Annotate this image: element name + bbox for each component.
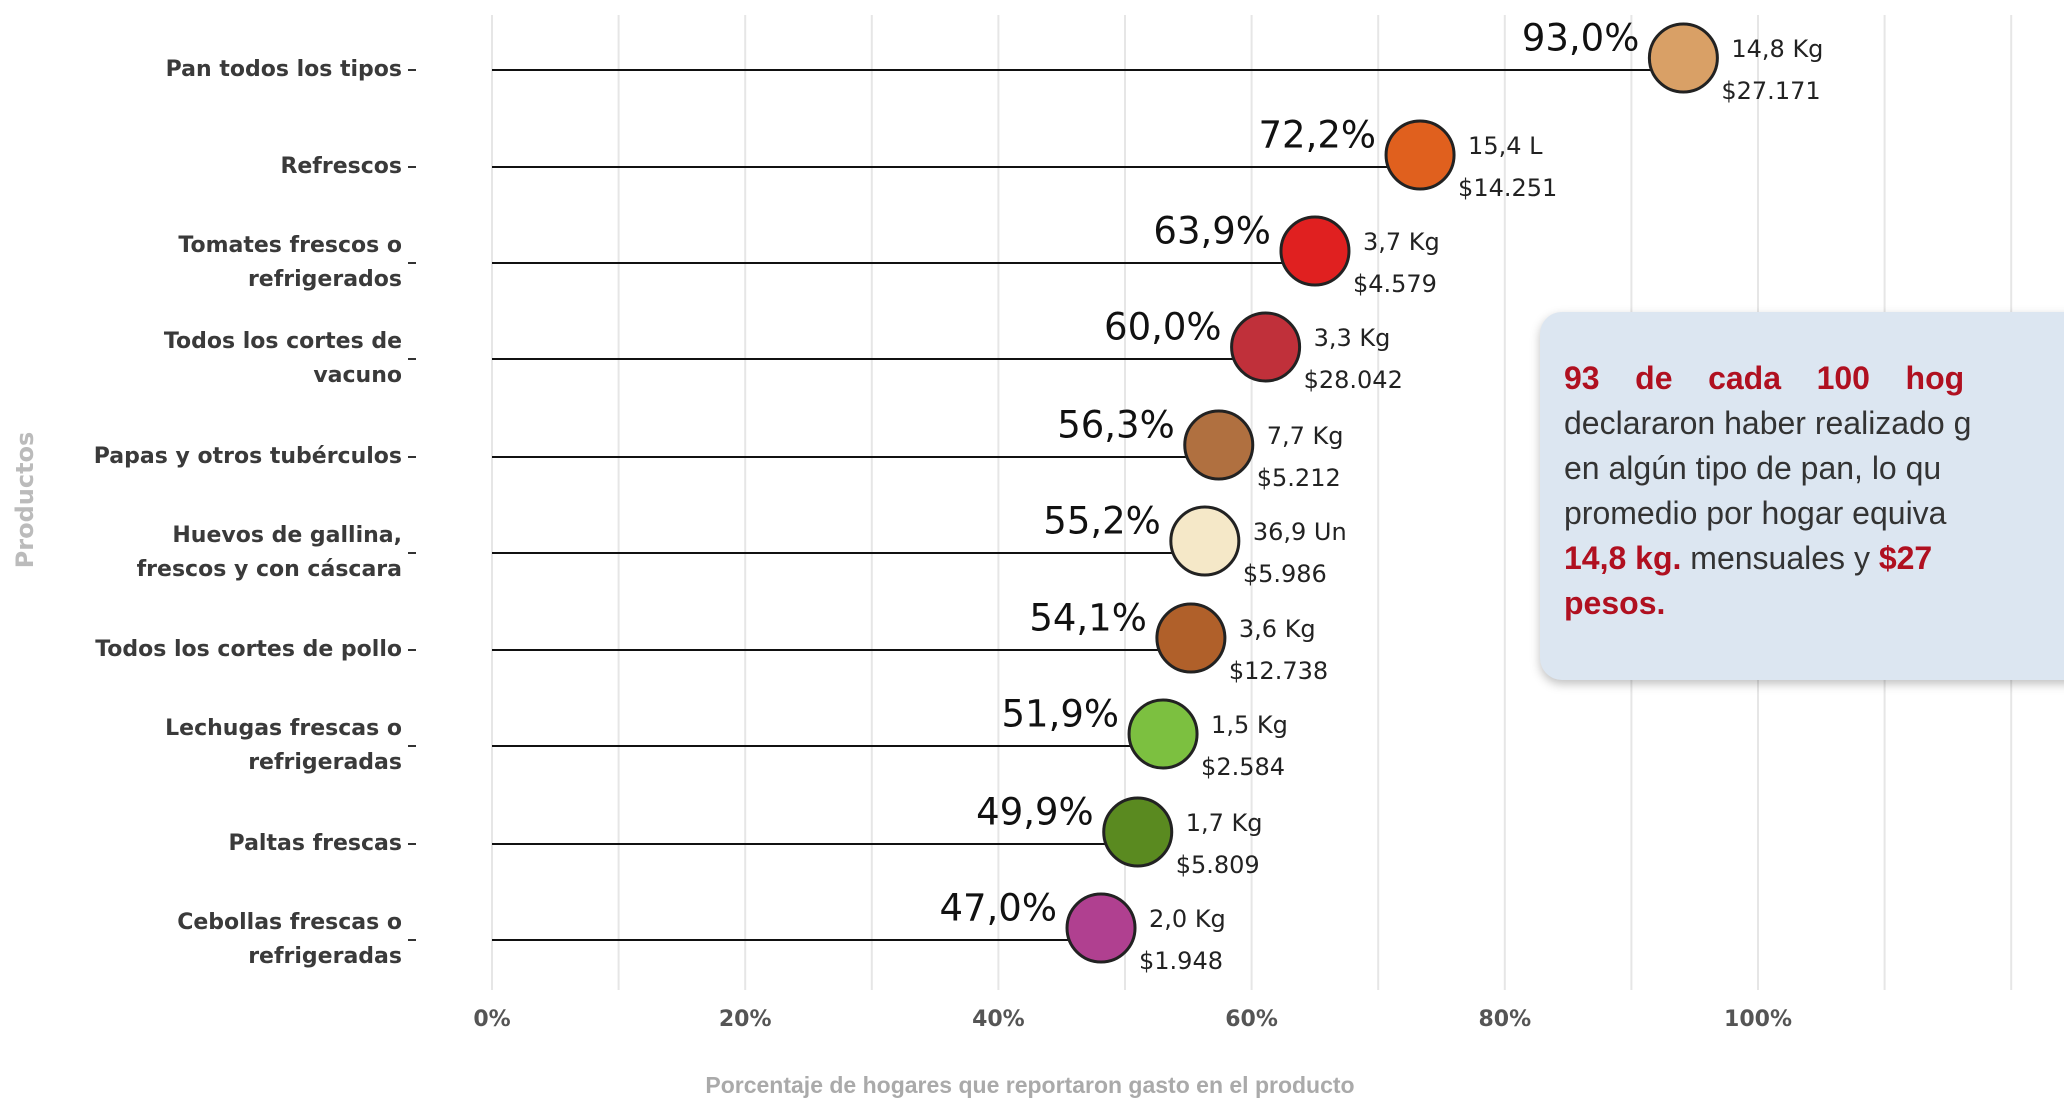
x-tick-label: 0%	[473, 1007, 510, 1032]
food-icon	[1067, 894, 1135, 962]
quantity-label: 15,4 L	[1468, 132, 1543, 160]
quantity-label: 3,6 Kg	[1239, 615, 1316, 643]
percent-label: 60,0%	[1104, 306, 1222, 349]
spend-label: $2.584	[1201, 753, 1285, 781]
category-label: Refrescos	[280, 154, 402, 179]
category-label: Pan todos los tipos	[166, 57, 402, 82]
spend-label: $27.171	[1721, 77, 1820, 105]
food-icon	[1649, 24, 1717, 92]
category-label: Huevos de gallina,	[172, 523, 402, 548]
callout-text: $27	[1879, 540, 1932, 576]
x-tick-label: 20%	[719, 1007, 772, 1032]
callout-line: 93 de cada 100 hog	[1564, 356, 2064, 401]
category-label: frescos y con cáscara	[137, 557, 402, 582]
category-label: Papas y otros tubérculos	[94, 444, 402, 469]
page: {"chart_data": {"type": "lollipop", "y_l…	[0, 0, 2064, 1099]
quantity-label: 2,0 Kg	[1149, 905, 1226, 933]
category-label: Lechugas frescas o	[165, 716, 402, 741]
callout-line: en algún tipo de pan, lo qu	[1564, 446, 2064, 491]
category-label: refrigeradas	[248, 750, 402, 775]
food-icon	[1157, 604, 1225, 672]
spend-label: $14.251	[1458, 174, 1557, 202]
callout-line: promedio por hogar equiva	[1564, 491, 2064, 536]
quantity-label: 1,7 Kg	[1186, 809, 1263, 837]
spend-label: $4.579	[1353, 270, 1437, 298]
quantity-label: 3,3 Kg	[1314, 324, 1391, 352]
percent-label: 47,0%	[939, 887, 1057, 930]
spend-label: $1.948	[1139, 947, 1223, 975]
quantity-label: 14,8 Kg	[1731, 35, 1823, 63]
spend-label: $12.738	[1229, 657, 1328, 685]
food-icon	[1185, 411, 1253, 479]
percent-label: 55,2%	[1043, 500, 1161, 543]
quantity-label: 3,7 Kg	[1363, 228, 1440, 256]
percent-label: 72,2%	[1259, 114, 1377, 157]
y-axis-title: Productos	[11, 432, 39, 569]
callout-text: declararon haber realizado g	[1564, 405, 1971, 441]
x-tick-label: 60%	[1225, 1007, 1278, 1032]
quantity-label: 36,9 Un	[1253, 518, 1347, 546]
x-tick-label: 40%	[972, 1007, 1025, 1032]
category-label: Todos los cortes de	[164, 329, 402, 354]
spend-label: $5.809	[1176, 851, 1260, 879]
category-label: Todos los cortes de pollo	[95, 637, 402, 662]
quantity-label: 7,7 Kg	[1267, 422, 1344, 450]
callout-text: en algún tipo de pan, lo qu	[1564, 450, 1941, 486]
callout-text: mensuales y	[1681, 540, 1878, 576]
callout-line: pesos.	[1564, 581, 2064, 626]
percent-label: 51,9%	[1002, 693, 1120, 736]
percent-label: 49,9%	[976, 791, 1094, 834]
callout: 93 de cada 100 hog declararon haber reali…	[1540, 312, 2064, 680]
food-icon	[1171, 507, 1239, 575]
spend-label: $5.986	[1243, 560, 1327, 588]
callout-line: declararon haber realizado g	[1564, 401, 2064, 446]
x-tick-label: 100%	[1724, 1007, 1792, 1032]
callout-text: pesos.	[1564, 585, 1665, 621]
callout-text: 93 de cada 100 hog	[1564, 360, 1964, 396]
category-label: Paltas frescas	[229, 831, 402, 856]
percent-label: 63,9%	[1153, 210, 1271, 253]
food-icon	[1386, 121, 1454, 189]
food-icon	[1129, 700, 1197, 768]
food-icon	[1232, 313, 1300, 381]
percent-label: 93,0%	[1522, 17, 1640, 60]
callout-text: promedio por hogar equiva	[1564, 495, 1946, 531]
x-axis-title: Porcentaje de hogares que reportaron gas…	[705, 1072, 1354, 1098]
x-tick-label: 80%	[1478, 1007, 1531, 1032]
category-label: Cebollas frescas o	[177, 910, 402, 935]
category-label: Tomates frescos o	[178, 233, 402, 258]
callout-line: 14,8 kg. mensuales y $27	[1564, 536, 2064, 581]
spend-label: $28.042	[1304, 366, 1403, 394]
spend-label: $5.212	[1257, 464, 1341, 492]
callout-text: 14,8 kg.	[1564, 540, 1681, 576]
percent-label: 54,1%	[1029, 597, 1147, 640]
category-label: vacuno	[313, 363, 402, 388]
food-icon	[1281, 217, 1349, 285]
food-icon	[1104, 798, 1172, 866]
quantity-label: 1,5 Kg	[1211, 711, 1288, 739]
category-label: refrigerados	[248, 267, 402, 292]
percent-label: 56,3%	[1057, 404, 1175, 447]
category-label: refrigeradas	[248, 944, 402, 969]
